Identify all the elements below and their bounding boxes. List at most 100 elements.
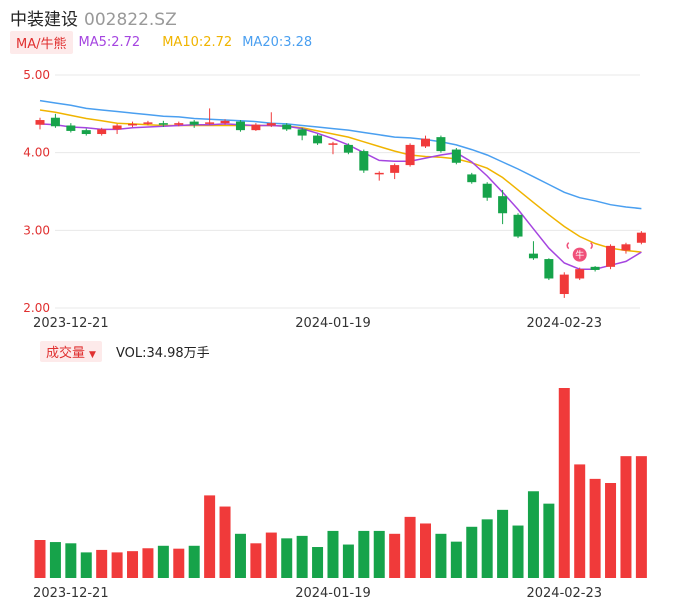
candle-body[interactable]: [482, 183, 492, 198]
volume-bar[interactable]: [358, 530, 370, 578]
x-tick-label: 2024-02-23: [526, 316, 602, 331]
ma5-value: MA5:2.72: [78, 34, 141, 50]
candle-body[interactable]: [636, 232, 646, 243]
volume-bar[interactable]: [574, 464, 586, 578]
y-tick-label: 3.00: [23, 223, 50, 237]
volume-bar[interactable]: [80, 552, 92, 578]
volume-bar[interactable]: [620, 456, 632, 578]
volume-bar[interactable]: [49, 542, 61, 578]
dropdown-arrow-icon: ▼: [89, 349, 96, 360]
candle-body[interactable]: [343, 144, 353, 153]
y-tick-label: 5.00: [23, 68, 50, 82]
volume-bar[interactable]: [96, 549, 108, 578]
volume-legend: 成交量 ▼ VOL:34.98万手: [40, 340, 210, 362]
volume-bar[interactable]: [142, 548, 154, 578]
volume-bar[interactable]: [481, 519, 493, 578]
candle-body[interactable]: [266, 123, 276, 126]
stock-name: 中装建设: [10, 10, 78, 30]
volume-bar[interactable]: [265, 532, 277, 578]
volume-bar[interactable]: [527, 491, 539, 578]
candle-body[interactable]: [66, 125, 76, 131]
volume-bar[interactable]: [435, 533, 447, 578]
volume-bar[interactable]: [404, 516, 416, 578]
stock-title: 中装建设 002822.SZ: [10, 5, 177, 30]
candle-body[interactable]: [513, 214, 523, 237]
candle-body[interactable]: [328, 143, 338, 145]
candle-body[interactable]: [282, 124, 292, 130]
volume-bar[interactable]: [34, 540, 46, 578]
candle-body[interactable]: [559, 274, 569, 295]
volume-bar[interactable]: [111, 552, 123, 578]
volume-bar[interactable]: [157, 545, 169, 578]
x-tick-label: 2024-01-19: [295, 316, 371, 331]
volume-bar[interactable]: [497, 509, 509, 578]
volume-bar[interactable]: [219, 506, 231, 578]
candle-body[interactable]: [359, 151, 369, 171]
volume-bar[interactable]: [450, 541, 462, 578]
volume-bar[interactable]: [342, 544, 354, 578]
volume-bar[interactable]: [281, 538, 293, 578]
volume-bar[interactable]: [635, 456, 647, 578]
bull-marker-icon: [572, 247, 587, 262]
candle-body[interactable]: [528, 253, 538, 259]
candle-body[interactable]: [544, 259, 554, 279]
candle-body[interactable]: [128, 123, 138, 126]
volume-bar[interactable]: [558, 388, 570, 578]
volume-bar[interactable]: [389, 533, 401, 578]
candle-body[interactable]: [81, 130, 91, 135]
candle-body[interactable]: [235, 121, 245, 131]
candle-body[interactable]: [158, 123, 168, 125]
ma-indicator-selector[interactable]: MA/牛熊: [10, 30, 73, 54]
candle-body[interactable]: [174, 123, 184, 125]
candle-body[interactable]: [390, 165, 400, 173]
candle-body[interactable]: [451, 149, 461, 163]
candle-body[interactable]: [405, 144, 415, 166]
candle-body[interactable]: [189, 121, 199, 125]
volume-bar[interactable]: [512, 525, 524, 578]
volume-bar[interactable]: [204, 495, 216, 578]
candle-body[interactable]: [590, 266, 600, 270]
candle-body[interactable]: [467, 174, 477, 183]
candle-body[interactable]: [621, 244, 631, 251]
candle-body[interactable]: [436, 137, 446, 152]
volume-bar[interactable]: [65, 543, 77, 578]
volume-bar[interactable]: [173, 548, 185, 578]
candle-body[interactable]: [313, 135, 323, 144]
ma10-line: [39, 109, 642, 253]
candle-body[interactable]: [374, 172, 384, 175]
volume-indicator-selector[interactable]: 成交量 ▼: [40, 340, 102, 362]
volume-bar[interactable]: [543, 503, 555, 578]
volume-indicator-label: 成交量: [46, 345, 86, 361]
candle-body[interactable]: [251, 124, 261, 131]
candle-body[interactable]: [35, 120, 45, 125]
candle-body[interactable]: [297, 129, 307, 136]
ma10-value: MA10:2.72: [162, 34, 233, 50]
volume-bar[interactable]: [589, 478, 601, 578]
x-tick-label: 2024-01-19: [295, 586, 371, 601]
candle-body[interactable]: [606, 245, 616, 267]
volume-bar[interactable]: [373, 530, 385, 578]
volume-bar[interactable]: [127, 551, 139, 578]
volume-bar[interactable]: [312, 547, 324, 578]
x-tick-label: 2024-02-23: [526, 586, 602, 601]
candle-body[interactable]: [421, 138, 430, 147]
volume-bar[interactable]: [250, 543, 262, 578]
stock-code: 002822.SZ: [84, 10, 177, 30]
candle-body[interactable]: [112, 125, 122, 130]
volume-bar[interactable]: [466, 526, 478, 578]
candle-body[interactable]: [143, 122, 153, 124]
candle-body[interactable]: [220, 120, 230, 124]
bull-marker-label: 牛: [575, 249, 584, 261]
candle-body[interactable]: [498, 196, 508, 214]
candle-body[interactable]: [205, 122, 215, 124]
candle-body[interactable]: [575, 269, 585, 279]
candle-body[interactable]: [50, 117, 60, 127]
candle-body[interactable]: [97, 129, 107, 135]
volume-bar[interactable]: [188, 545, 200, 578]
volume-bar[interactable]: [234, 533, 246, 578]
volume-bar[interactable]: [296, 535, 308, 578]
volume-bar[interactable]: [420, 523, 431, 578]
volume-bar[interactable]: [327, 530, 339, 578]
volume-bar[interactable]: [605, 483, 617, 578]
